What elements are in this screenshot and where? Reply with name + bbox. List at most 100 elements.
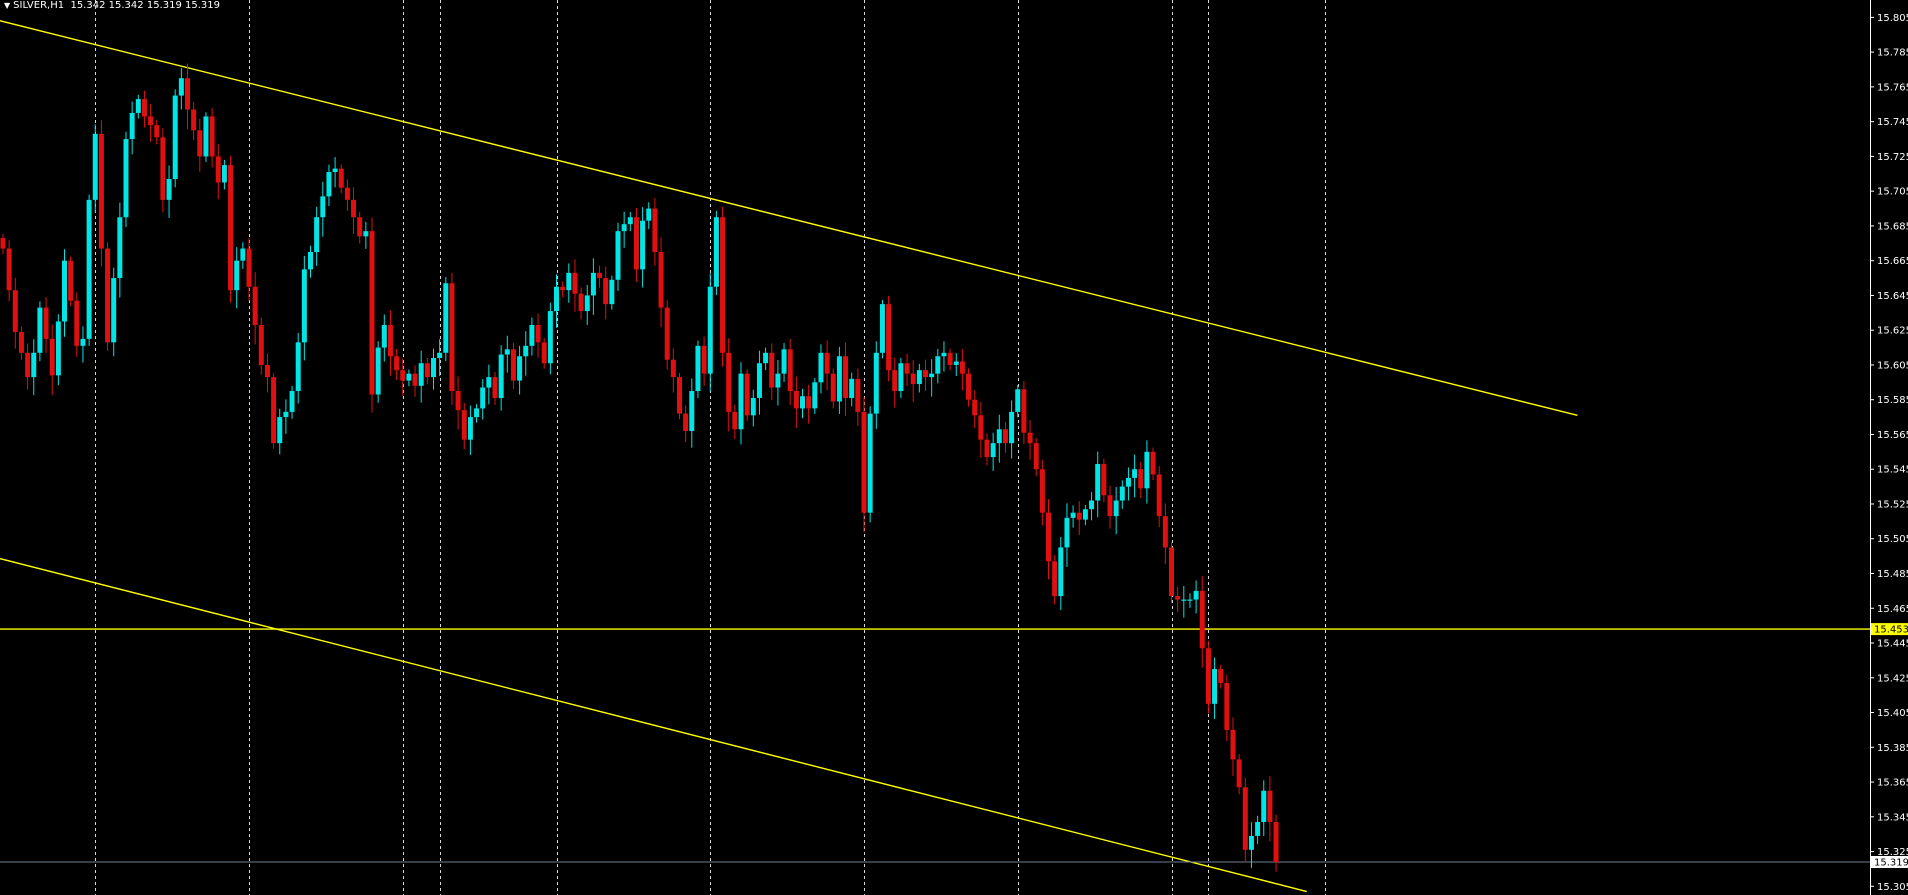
bear-candle bbox=[578, 293, 584, 312]
candles bbox=[0, 63, 1279, 872]
bear-candle bbox=[720, 217, 726, 353]
bear-candle bbox=[18, 331, 24, 353]
bear-candle bbox=[351, 199, 357, 218]
bull-candle bbox=[763, 352, 769, 364]
bear-candle bbox=[597, 272, 603, 279]
bull-candle bbox=[1082, 509, 1088, 520]
bear-candle bbox=[1107, 495, 1113, 517]
axis-tick-label: 15.805 bbox=[1877, 13, 1908, 24]
bull-candle bbox=[1261, 790, 1267, 823]
bear-candle bbox=[972, 399, 978, 416]
axis-tick-label: 15.485 bbox=[1877, 569, 1908, 580]
bear-candle bbox=[923, 370, 928, 378]
bull-candle bbox=[92, 133, 98, 200]
bull-candle bbox=[418, 363, 424, 386]
bear-candle bbox=[1156, 474, 1162, 517]
bear-candle bbox=[1101, 464, 1107, 496]
bull-candle bbox=[1181, 599, 1187, 601]
bull-candle bbox=[308, 251, 313, 270]
bull-candle bbox=[935, 356, 941, 374]
axis-tick-label: 15.305 bbox=[1877, 882, 1908, 893]
bull-candle bbox=[836, 356, 842, 402]
bull-candle bbox=[301, 269, 307, 343]
axis-tick-label: 15.525 bbox=[1877, 499, 1908, 510]
bear-candle bbox=[449, 283, 455, 392]
bull-candle bbox=[1113, 500, 1119, 517]
axis-tick-label: 15.405 bbox=[1877, 708, 1908, 719]
bull-candle bbox=[135, 99, 141, 113]
axis-tick-label: 15.565 bbox=[1877, 430, 1908, 441]
axis-tick-label: 15.445 bbox=[1877, 639, 1908, 650]
bear-candle bbox=[74, 300, 80, 346]
bull-candle bbox=[812, 382, 818, 409]
bear-candle bbox=[338, 168, 344, 188]
bear-candle bbox=[1052, 561, 1058, 597]
bear-candle bbox=[861, 411, 867, 513]
bear-candle bbox=[1175, 596, 1181, 600]
bear-candle bbox=[910, 373, 916, 385]
bear-candle bbox=[357, 217, 363, 237]
bear-candle bbox=[246, 248, 252, 287]
bull-candle bbox=[129, 112, 135, 140]
bull-candle bbox=[1064, 517, 1070, 548]
bear-candle bbox=[6, 248, 12, 291]
bull-candle bbox=[627, 217, 633, 225]
bear-candle bbox=[560, 286, 566, 291]
bear-candle bbox=[1138, 469, 1144, 489]
bear-candle bbox=[510, 349, 516, 381]
axis-tick-label: 15.365 bbox=[1877, 778, 1908, 789]
bear-candle bbox=[461, 410, 467, 440]
bull-candle bbox=[775, 373, 781, 388]
bear-candle bbox=[98, 133, 104, 249]
bear-candle bbox=[886, 304, 892, 371]
bull-candle bbox=[498, 354, 504, 398]
bear-candle bbox=[830, 373, 836, 402]
horizontal-level-tag: 15.453 bbox=[1871, 623, 1908, 636]
bear-candle bbox=[701, 345, 707, 374]
bear-candle bbox=[412, 373, 418, 386]
bull-candle bbox=[363, 231, 369, 237]
bear-candle bbox=[541, 342, 547, 364]
bull-candle bbox=[1212, 669, 1218, 704]
bear-candle bbox=[252, 286, 258, 325]
bear-candle bbox=[793, 391, 799, 409]
bull-candle bbox=[443, 283, 449, 353]
bull-candle bbox=[707, 286, 713, 374]
bull-candle bbox=[295, 342, 301, 392]
bear-candle bbox=[455, 391, 461, 411]
bear-candle bbox=[1162, 516, 1168, 548]
axis-tick-label: 15.425 bbox=[1877, 673, 1908, 684]
bull-candle bbox=[1187, 599, 1193, 601]
bull-candle bbox=[221, 165, 227, 183]
bear-candle bbox=[1230, 729, 1236, 760]
bull-candle bbox=[406, 373, 412, 381]
bull-candle bbox=[689, 391, 695, 431]
bear-candle bbox=[344, 187, 350, 200]
bull-candle bbox=[529, 324, 535, 346]
bull-candle bbox=[849, 378, 855, 398]
bear-candle bbox=[25, 352, 31, 378]
bull-candle bbox=[615, 231, 621, 280]
triangle-down-icon[interactable]: ▼ bbox=[4, 1, 11, 10]
price-axis[interactable]: 15.805 15.785 15.765 15.745 15.725 15.705 15.6… bbox=[1870, 0, 1908, 895]
bear-candle bbox=[160, 137, 166, 200]
bear-candle bbox=[141, 99, 147, 117]
bull-candle bbox=[486, 377, 492, 388]
bull-candle bbox=[781, 349, 787, 374]
bear-candle bbox=[68, 260, 74, 301]
bear-candle bbox=[1076, 512, 1082, 520]
horizontal-level[interactable] bbox=[0, 628, 1870, 863]
bear-candle bbox=[492, 377, 498, 398]
trendlines[interactable] bbox=[0, 20, 1578, 893]
bull-candle bbox=[1255, 822, 1261, 836]
bear-candle bbox=[892, 370, 898, 392]
axis-tick-label: 15.765 bbox=[1877, 82, 1908, 93]
bull-candle bbox=[621, 224, 627, 232]
bear-candle bbox=[12, 290, 18, 332]
bear-candle bbox=[904, 363, 910, 374]
axis-tick-label: 15.725 bbox=[1877, 152, 1908, 163]
horizontal-level-tag-bg bbox=[1871, 623, 1908, 636]
bull-candle bbox=[590, 272, 596, 296]
